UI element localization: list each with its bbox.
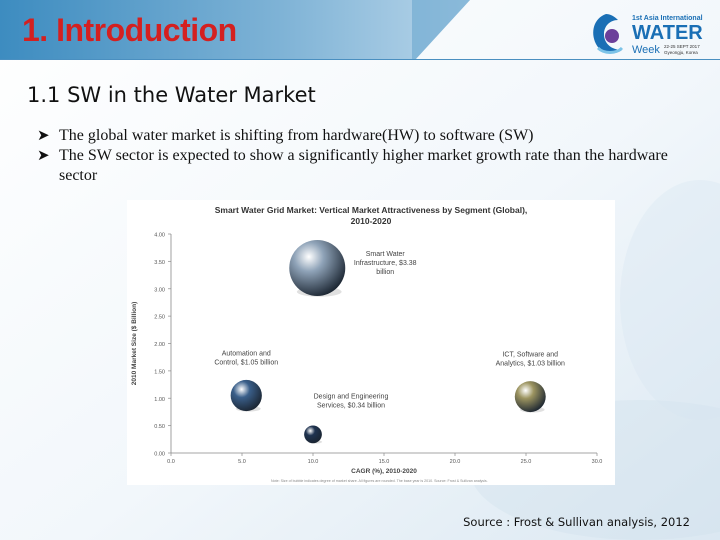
chart-note: Note: Size of bubble indicates degree of…	[271, 479, 488, 483]
logo-dates: 22-25 SEPT 2017	[664, 44, 700, 49]
y-tick-label: 1.00	[154, 397, 165, 403]
bubble-label: Smart Water Infrastructure, $3.38 billion	[354, 251, 417, 276]
logo-line1: 1st Asia International	[632, 15, 703, 22]
logo-line3: Week	[632, 44, 660, 56]
y-tick-label: 2.50	[154, 315, 165, 321]
x-tick-label: 5.0	[238, 459, 246, 465]
x-tick-label: 20.0	[450, 459, 461, 465]
logo-line2: WATER	[632, 22, 703, 44]
header-banner	[0, 0, 720, 60]
y-tick-label: 4.00	[154, 233, 165, 239]
x-tick-label: 15.0	[379, 459, 390, 465]
bubble	[304, 425, 322, 444]
bubble-chart: Smart Water Grid Market: Vertical Market…	[127, 200, 615, 485]
bubble-label: Automation and Control, $1.05 billion	[214, 351, 278, 367]
arrow-bullet-icon: ➤	[37, 128, 50, 144]
bullet-text: The global water market is shifting from…	[59, 127, 534, 144]
bubble-label: ICT, Software and Analytics, $1.03 billio…	[496, 352, 565, 368]
y-tick-label: 0.50	[154, 424, 165, 430]
y-tick-label: 1.50	[154, 369, 165, 375]
slide-title: 1. Introduction	[22, 12, 237, 48]
bubble	[514, 381, 546, 413]
bubble	[230, 379, 262, 412]
bubble-label: Design and Engineering Services, $0.34 bi…	[314, 393, 389, 409]
bullet-item: ➤ The SW sector is expected to show a si…	[37, 146, 697, 186]
bullet-item: ➤ The global water market is shifting fr…	[37, 126, 697, 146]
y-tick-label: 3.50	[154, 260, 165, 266]
x-tick-label: 10.0	[308, 459, 319, 465]
water-week-logo: 1st Asia International WATER Week 22-25 …	[593, 14, 703, 56]
x-tick-label: 25.0	[521, 459, 532, 465]
x-tick-label: 0.0	[167, 459, 175, 465]
x-axis-label: CAGR (%), 2010-2020	[351, 468, 417, 475]
bubble-chart-svg: Smart Water Grid Market: Vertical Market…	[131, 205, 603, 483]
y-tick-label: 2.00	[154, 342, 165, 348]
bullet-text: The SW sector is expected to show a sign…	[59, 147, 668, 184]
logo-city: Gyeongju, Korea	[664, 50, 698, 55]
source-note: Source : Frost & Sullivan analysis, 2012	[463, 515, 690, 529]
bubble	[289, 239, 346, 296]
bullet-list: ➤ The global water market is shifting fr…	[37, 126, 697, 186]
arrow-bullet-icon: ➤	[37, 148, 50, 164]
slide-subtitle: 1.1 SW in the Water Market	[27, 83, 316, 107]
y-tick-label: 3.00	[154, 287, 165, 293]
x-tick-label: 30.0	[592, 459, 603, 465]
chart-title: Smart Water Grid Market: Vertical Market…	[215, 205, 528, 226]
y-tick-label: 0.00	[154, 452, 165, 458]
y-axis-label: 2010 Market Size ($ Billion)	[131, 302, 138, 385]
